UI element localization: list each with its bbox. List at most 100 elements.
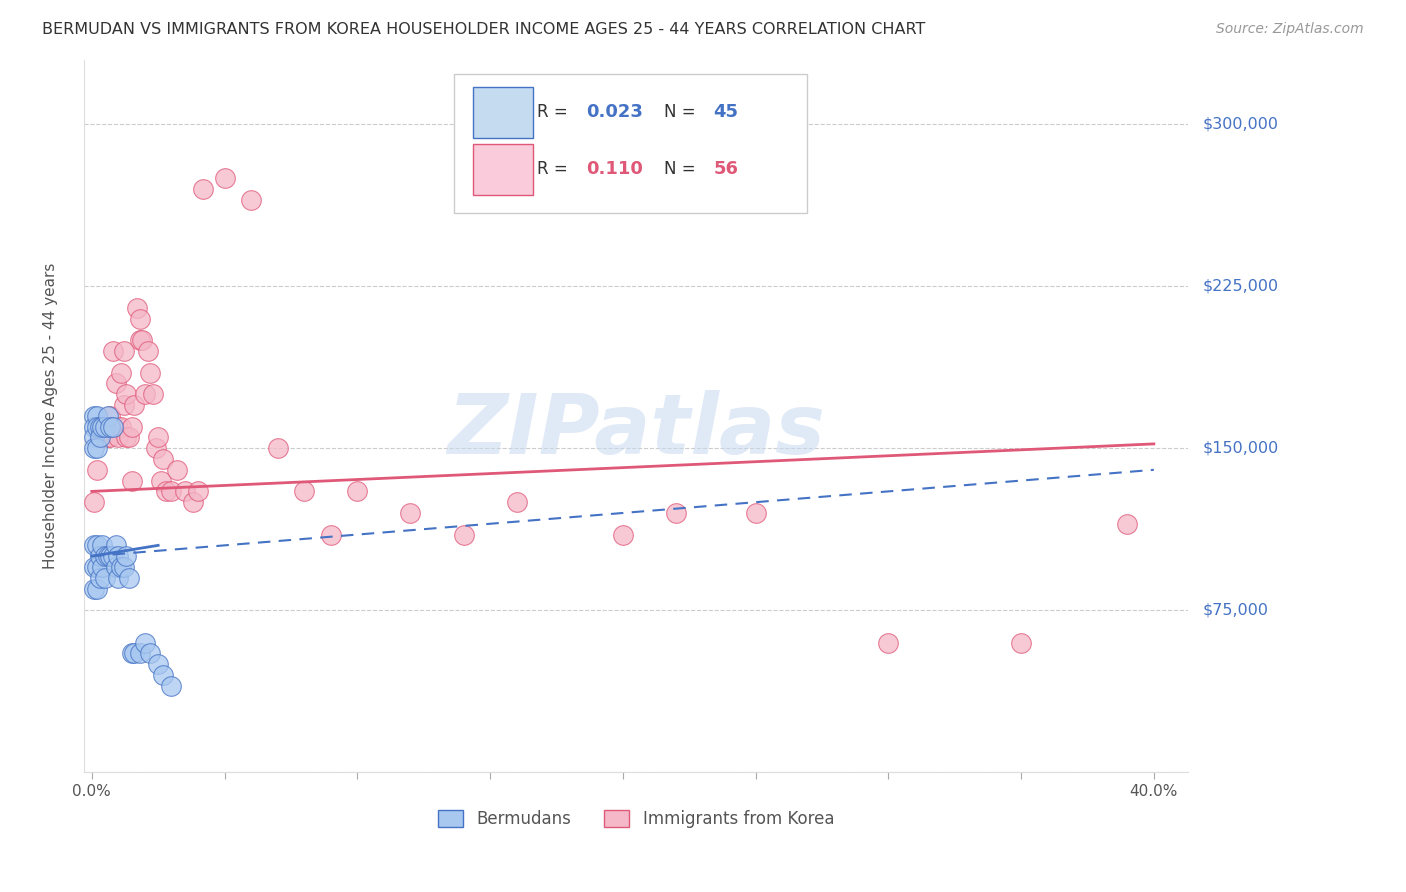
Point [89, 419, 111, 434]
Point [98, 430, 121, 444]
Point [292, 484, 315, 499]
Point [83, 430, 105, 444]
Point [107, 571, 129, 585]
Point [122, 398, 145, 412]
Point [112, 344, 135, 359]
Point [104, 376, 127, 391]
Point [86, 419, 108, 434]
Point [128, 646, 150, 660]
Point [98, 419, 121, 434]
Point [399, 506, 422, 520]
Point [173, 484, 195, 499]
Point [139, 646, 162, 660]
Point [83, 495, 105, 509]
Point [98, 549, 121, 563]
Point [118, 571, 141, 585]
Point [115, 387, 138, 401]
Point [139, 366, 162, 380]
Text: 0.110: 0.110 [586, 160, 644, 178]
Point [86, 582, 108, 596]
Text: ZIPatlas: ZIPatlas [447, 390, 825, 471]
Point [98, 409, 121, 423]
Point [107, 430, 129, 444]
Point [877, 635, 900, 649]
Point [110, 366, 132, 380]
Point [152, 668, 174, 682]
Point [101, 419, 124, 434]
Point [86, 538, 108, 552]
Point [107, 419, 129, 434]
Point [83, 560, 105, 574]
Point [240, 193, 263, 207]
Text: Source: ZipAtlas.com: Source: ZipAtlas.com [1216, 22, 1364, 37]
Point [86, 441, 108, 455]
Point [1010, 635, 1032, 649]
Point [83, 441, 105, 455]
Point [146, 657, 169, 672]
FancyBboxPatch shape [472, 87, 533, 138]
Point [112, 398, 135, 412]
Point [744, 506, 766, 520]
Point [112, 560, 135, 574]
Point [128, 311, 150, 326]
Point [83, 409, 105, 423]
Point [346, 484, 368, 499]
Point [110, 560, 132, 574]
Text: BERMUDAN VS IMMIGRANTS FROM KOREA HOUSEHOLDER INCOME AGES 25 - 44 YEARS CORRELAT: BERMUDAN VS IMMIGRANTS FROM KOREA HOUSEH… [42, 22, 925, 37]
Point [91, 430, 114, 444]
Point [145, 441, 167, 455]
Text: 0.023: 0.023 [586, 103, 644, 120]
Point [86, 463, 108, 477]
Point [97, 409, 120, 423]
Point [101, 549, 124, 563]
Text: $300,000: $300,000 [1202, 117, 1278, 132]
Point [83, 538, 105, 552]
Point [91, 560, 114, 574]
Point [89, 549, 111, 563]
Text: R =: R = [537, 103, 572, 120]
Point [86, 560, 108, 574]
Y-axis label: Householder Income Ages 25 - 44 years: Householder Income Ages 25 - 44 years [44, 262, 58, 569]
Point [115, 549, 138, 563]
Point [136, 344, 159, 359]
Point [89, 419, 111, 434]
Point [160, 679, 183, 693]
Legend: Bermudans, Immigrants from Korea: Bermudans, Immigrants from Korea [432, 804, 841, 835]
Point [665, 506, 688, 520]
Point [505, 495, 527, 509]
Point [125, 301, 148, 315]
Point [97, 549, 120, 563]
Text: $225,000: $225,000 [1202, 279, 1278, 293]
FancyBboxPatch shape [454, 74, 807, 213]
Text: $75,000: $75,000 [1202, 603, 1268, 617]
Point [94, 430, 117, 444]
Point [86, 409, 108, 423]
Text: N =: N = [664, 103, 700, 120]
Point [152, 452, 174, 467]
Text: 45: 45 [713, 103, 738, 120]
Point [122, 646, 145, 660]
Point [118, 430, 141, 444]
Text: 56: 56 [713, 160, 738, 178]
Text: N =: N = [664, 160, 700, 178]
Point [128, 333, 150, 347]
Point [134, 635, 156, 649]
Point [160, 484, 183, 499]
Point [181, 495, 204, 509]
Point [83, 582, 105, 596]
Point [187, 484, 209, 499]
Text: $150,000: $150,000 [1202, 441, 1278, 456]
Point [97, 430, 120, 444]
Text: R =: R = [537, 160, 578, 178]
Point [146, 430, 169, 444]
Point [94, 571, 117, 585]
Point [193, 182, 215, 196]
Point [121, 474, 143, 488]
Point [89, 430, 111, 444]
Point [266, 441, 288, 455]
Point [131, 333, 153, 347]
Point [121, 646, 143, 660]
Point [121, 419, 143, 434]
Point [94, 549, 117, 563]
Point [104, 538, 127, 552]
